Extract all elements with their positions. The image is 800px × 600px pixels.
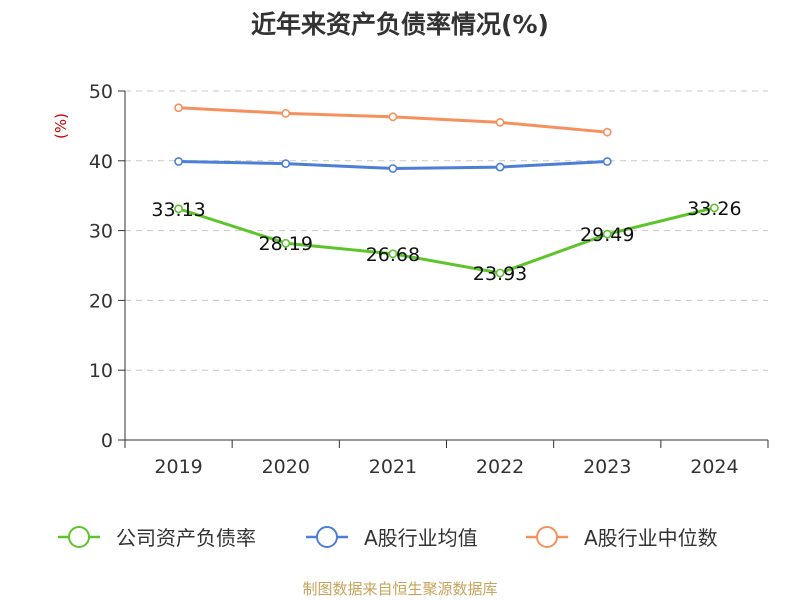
data-point[interactable] (495, 118, 505, 127)
data-point[interactable] (602, 229, 612, 239)
chart-title: 近年来资产负债率情况(%) (251, 10, 549, 39)
data-point[interactable] (602, 127, 612, 137)
legend-label: A股行业中位数 (584, 526, 718, 550)
legend-marker-icon (536, 526, 558, 548)
y-tick-label: 0 (101, 430, 113, 452)
data-point[interactable] (174, 204, 183, 214)
axes: 0 10 20 30 40 50 2019 2020 2021 2022 2023 2024 (89, 81, 769, 478)
data-label: 33.13 (151, 199, 205, 221)
data-label: 33.26 (687, 198, 741, 220)
data-point[interactable] (495, 162, 505, 172)
data-point[interactable] (174, 157, 183, 166)
x-tick-label: 2020 (262, 456, 310, 478)
data-label: 28.19 (259, 233, 313, 255)
legend-marker-icon (316, 526, 338, 548)
y-tick-label: 50 (89, 81, 113, 103)
data-point[interactable] (174, 103, 183, 113)
y-tick-label: 20 (89, 290, 113, 312)
x-tick-label: 2021 (369, 456, 417, 478)
data-point[interactable] (281, 159, 291, 168)
data-point[interactable] (388, 249, 398, 259)
legend-item-0[interactable]: 公司资产负债率 (58, 526, 256, 550)
legend: 公司资产负债率 A股行业均值 A股行业中位数 (58, 526, 718, 550)
x-tick-label: 2023 (583, 456, 631, 478)
series-lines (174, 103, 719, 278)
grid (125, 90, 768, 371)
x-tick-label: 2022 (476, 456, 524, 478)
x-tick-label: 2024 (690, 456, 738, 478)
source-note: 制图数据来自恒生聚源数据库 (302, 580, 497, 598)
data-point[interactable] (388, 112, 398, 122)
y-tick-label: 40 (89, 151, 113, 173)
legend-label: 公司资产负债率 (116, 526, 256, 550)
series-line-0 (178, 206, 715, 275)
y-tick-label: 10 (89, 360, 113, 382)
data-labels: 33.13 28.19 26.68 23.93 29.49 33.26 (151, 198, 741, 285)
legend-item-2[interactable]: A股行业中位数 (526, 526, 718, 550)
data-point[interactable] (388, 164, 398, 173)
legend-item-1[interactable]: A股行业均值 (306, 526, 478, 550)
x-tick-label: 2019 (154, 456, 202, 478)
y-tick-label: 30 (89, 221, 113, 243)
y-axis-label: (%) (52, 113, 70, 139)
data-label: 26.68 (366, 244, 420, 266)
data-point[interactable] (710, 203, 719, 213)
data-point[interactable] (495, 268, 505, 278)
legend-label: A股行业均值 (364, 526, 478, 550)
data-label: 29.49 (580, 224, 634, 246)
data-point[interactable] (602, 157, 612, 166)
data-point[interactable] (281, 238, 291, 248)
legend-marker-icon (68, 526, 90, 548)
data-label: 23.93 (473, 263, 527, 285)
data-point[interactable] (281, 108, 291, 118)
